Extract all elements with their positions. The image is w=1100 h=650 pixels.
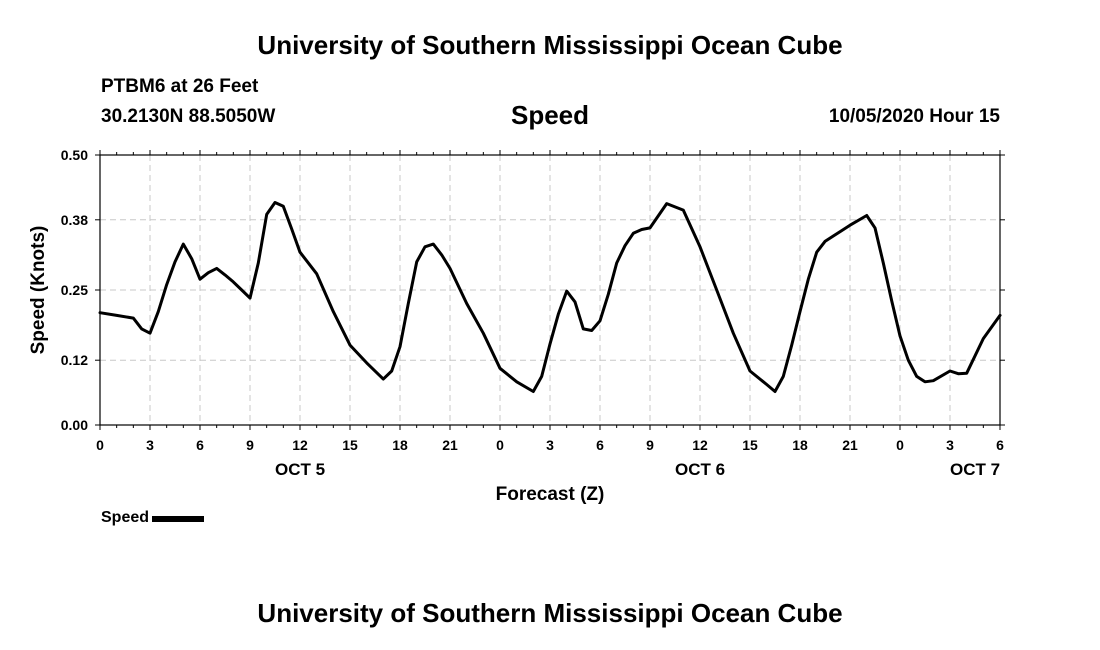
day-label: OCT 7 [950, 460, 1000, 479]
legend: Speed [101, 509, 205, 527]
x-tick-label: 6 [996, 437, 1004, 453]
x-tick-label: 0 [96, 437, 104, 453]
station-coordinates: 30.2130N 88.5050W [101, 106, 276, 127]
legend-label: Speed [101, 509, 150, 526]
x-tick-label: 18 [392, 437, 408, 453]
x-tick-label: 0 [496, 437, 504, 453]
day-label: OCT 6 [675, 460, 725, 479]
plot-frame [99, 154, 1001, 426]
x-tick-labels: 0 3 6 9 12 15 18 21 0 3 6 9 12 15 18 21 0 3 6 [96, 437, 1004, 453]
x-tick-label: 9 [246, 437, 254, 453]
y-tick-label: 0.00 [61, 417, 88, 433]
x-tick-label: 0 [896, 437, 904, 453]
x-tick-label: 18 [792, 437, 808, 453]
x-tick-label: 6 [596, 437, 604, 453]
speed-series-line [98, 201, 1002, 393]
legend-swatch [152, 516, 205, 522]
x-tick-label: 12 [692, 437, 708, 453]
x-tick-label: 3 [946, 437, 954, 453]
x-tick-label: 9 [646, 437, 654, 453]
day-labels: OCT 5 OCT 6 OCT 7 [275, 460, 1000, 479]
x-axis-title: Forecast (Z) [496, 484, 605, 505]
forecast-run-time: 10/05/2020 Hour 15 [828, 106, 1000, 127]
x-tick-label: 15 [342, 437, 358, 453]
x-tick-label: 21 [442, 437, 458, 453]
grid-lines [100, 155, 1000, 425]
x-tick-label: 12 [292, 437, 308, 453]
day-label: OCT 5 [275, 460, 325, 479]
y-tick-label: 0.50 [61, 147, 88, 163]
footer-title: University of Southern Mississippi Ocean… [257, 598, 843, 628]
y-tick-labels: 0.00 0.12 0.25 0.38 0.50 [61, 147, 88, 433]
x-tick-label: 15 [742, 437, 758, 453]
x-tick-label: 3 [146, 437, 154, 453]
y-axis-title: Speed (Knots) [28, 226, 49, 355]
y-tick-label: 0.12 [61, 352, 88, 368]
chart-title: Speed [510, 100, 590, 130]
station-name: PTBM6 at 26 Feet [101, 76, 259, 97]
y-tick-label: 0.38 [61, 212, 88, 228]
x-tick-label: 3 [546, 437, 554, 453]
x-tick-label: 6 [196, 437, 204, 453]
series-layer [98, 201, 1002, 393]
x-tick-label: 21 [842, 437, 858, 453]
y-tick-label: 0.25 [61, 282, 88, 298]
page-title: University of Southern Mississippi Ocean… [257, 30, 843, 60]
